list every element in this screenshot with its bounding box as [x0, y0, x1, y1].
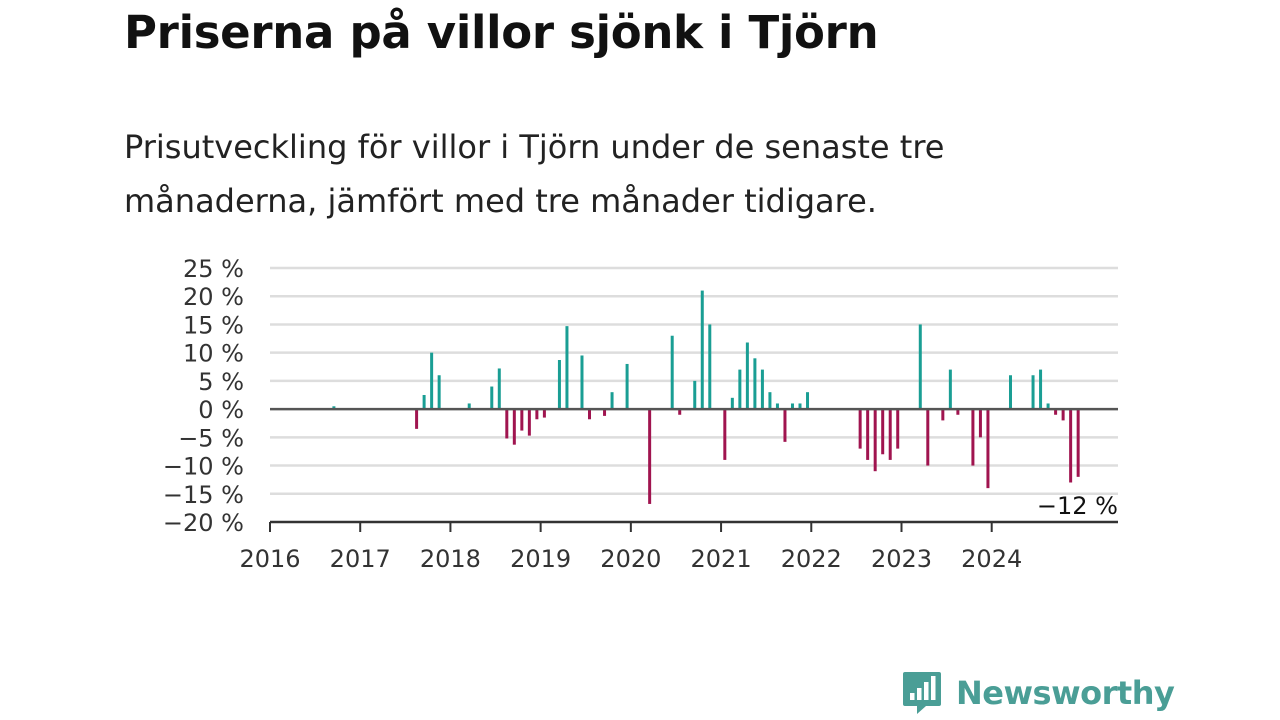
bar	[467, 403, 471, 410]
bar	[858, 409, 862, 449]
bar	[580, 355, 584, 410]
bar	[948, 369, 952, 410]
x-tick-label: 2016	[239, 545, 300, 573]
bar	[1039, 369, 1043, 410]
last-value-label: −12 %	[1037, 492, 1118, 520]
bar	[693, 380, 697, 410]
bar	[723, 409, 727, 460]
bar	[730, 397, 734, 410]
bar	[978, 409, 982, 438]
x-tick-label: 2021	[691, 545, 752, 573]
bar	[542, 409, 546, 418]
bar	[806, 392, 810, 410]
bar	[918, 324, 922, 410]
x-tick-label: 2018	[420, 545, 481, 573]
y-tick-label: 20 %	[183, 283, 244, 311]
bar	[332, 406, 336, 410]
bar	[941, 409, 945, 421]
bar-chart: 25 %20 %15 %10 %5 %0 %−5 %−10 %−15 %−20 …	[163, 255, 1118, 573]
y-tick-label: 0 %	[198, 396, 244, 424]
bar	[565, 326, 569, 410]
bar	[603, 409, 607, 416]
bar	[881, 409, 885, 455]
chart-subtitle: Prisutveckling för villor i Tjörn under …	[124, 128, 945, 220]
chart-title: Priserna på villor sjönk i Tjörn	[124, 6, 879, 59]
bar	[956, 409, 960, 415]
bar	[790, 403, 794, 410]
bar	[971, 409, 975, 466]
y-tick-label: −10 %	[163, 453, 244, 481]
bar	[798, 403, 802, 410]
bar	[610, 392, 614, 410]
x-tick-label: 2023	[871, 545, 932, 573]
bar	[505, 409, 509, 439]
bar	[760, 369, 764, 410]
bar	[422, 395, 426, 410]
x-tick-label: 2020	[600, 545, 661, 573]
bar	[527, 409, 531, 436]
bar	[775, 403, 779, 410]
bar	[1076, 409, 1080, 477]
y-tick-label: −20 %	[163, 509, 244, 537]
bar	[708, 324, 712, 410]
y-tick-label: 5 %	[198, 368, 244, 396]
bar	[670, 335, 674, 410]
bar	[768, 392, 772, 410]
bar	[700, 290, 704, 410]
y-tick-label: 10 %	[183, 340, 244, 368]
bar	[625, 363, 629, 410]
bar	[1046, 403, 1050, 410]
x-tick-label: 2019	[510, 545, 571, 573]
bar	[588, 409, 592, 420]
bar	[497, 368, 501, 410]
bar	[535, 409, 539, 420]
bar	[896, 409, 900, 449]
bar	[986, 409, 990, 489]
bar	[1054, 409, 1058, 415]
x-tick-label: 2017	[330, 545, 391, 573]
bar	[430, 352, 434, 410]
y-tick-label: −15 %	[163, 481, 244, 509]
newsworthy-logo-icon	[903, 672, 941, 714]
bar	[745, 342, 749, 410]
bar	[738, 369, 742, 410]
bar	[1061, 409, 1065, 421]
y-tick-label: 25 %	[183, 255, 244, 283]
x-tick-label: 2024	[961, 545, 1022, 573]
bar	[926, 409, 930, 466]
bar	[888, 409, 892, 460]
y-tick-label: 15 %	[183, 311, 244, 339]
bar	[1031, 375, 1035, 410]
brand-name: Newsworthy	[956, 674, 1175, 712]
bar	[866, 409, 870, 460]
bar	[753, 358, 757, 410]
bar	[783, 409, 787, 442]
bar	[520, 409, 524, 431]
bar	[678, 409, 682, 415]
bar	[1008, 375, 1012, 410]
y-tick-label: −5 %	[178, 424, 244, 452]
x-tick-label: 2022	[781, 545, 842, 573]
bar	[557, 360, 561, 410]
bar	[490, 386, 494, 410]
bar	[512, 409, 516, 445]
bar	[648, 409, 652, 504]
bar	[1069, 409, 1073, 483]
newsworthy-brand: Newsworthy	[902, 670, 1175, 716]
bar	[437, 375, 441, 410]
bar	[415, 409, 419, 429]
bar	[873, 409, 877, 472]
